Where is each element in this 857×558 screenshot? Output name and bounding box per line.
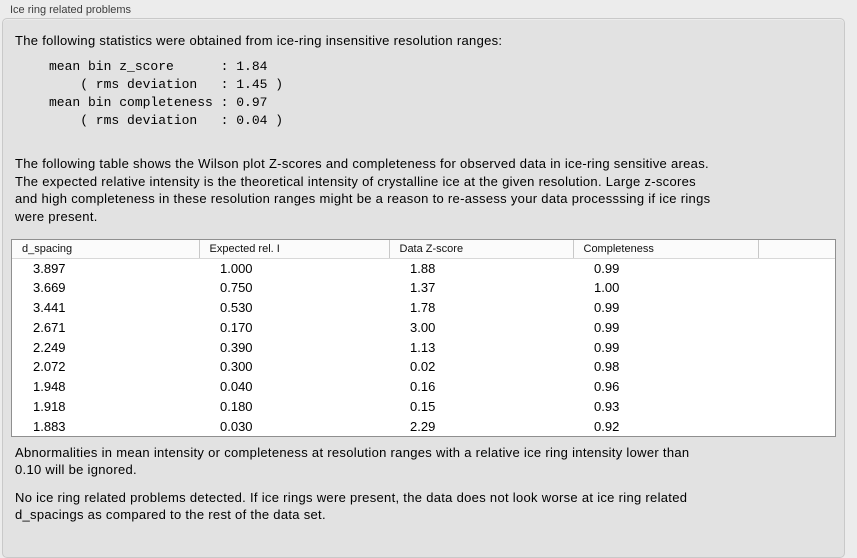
table-cell: 1.00 [594, 280, 620, 296]
table-cell: 0.02 [410, 359, 436, 375]
table-cell: 0.530 [220, 299, 253, 315]
table-cell: 0.030 [220, 418, 253, 434]
column-header-data-z-score[interactable]: Data Z-score [388, 240, 573, 259]
table-header-row: d_spacing Expected rel. I Data Z-score Comp… [12, 240, 835, 259]
table-cell [758, 258, 835, 278]
column-header-completeness[interactable]: Completeness [572, 240, 758, 259]
table-cell: 0.99 [594, 260, 620, 276]
table-cell: 1.88 [410, 260, 436, 276]
table-cell: 3.897 [33, 260, 66, 276]
table-cell: 0.99 [594, 339, 620, 355]
table-cell: 1.37 [410, 280, 436, 296]
table-cell [758, 397, 835, 417]
table-cell: 0.750 [220, 280, 253, 296]
table-cell [758, 377, 835, 397]
table-row[interactable]: 2.072 0.300 0.02 0.98 [12, 357, 835, 377]
table-row[interactable]: 2.671 0.170 3.00 0.99 [12, 317, 835, 337]
table-cell: 0.180 [220, 398, 253, 414]
table-cell: 1.948 [33, 379, 66, 395]
table-cell: 3.441 [33, 299, 66, 315]
table-cell: 2.671 [33, 319, 66, 335]
table-row[interactable]: 3.441 0.530 1.78 0.99 [12, 298, 835, 318]
table-cell [758, 317, 835, 337]
table-cell [758, 357, 835, 377]
table-cell: 3.00 [410, 319, 436, 335]
table-cell [758, 278, 835, 298]
group-title: Ice ring related problems [10, 4, 132, 16]
table-cell: 0.170 [220, 319, 253, 335]
table-row[interactable]: 1.918 0.180 0.15 0.93 [12, 397, 835, 417]
stats-intro-text: The following statistics were obtained f… [15, 33, 503, 48]
table-row[interactable]: 3.897 1.000 1.88 0.99 [12, 258, 835, 278]
ice-ring-data-table: d_spacing Expected rel. I Data Z-score Comp… [12, 240, 835, 436]
table-cell: 1.000 [220, 260, 253, 276]
table-row[interactable]: 2.249 0.390 1.13 0.99 [12, 337, 835, 357]
table-cell: 0.96 [594, 379, 620, 395]
table-description-text: The following table shows the Wilson plo… [15, 156, 711, 224]
table-row[interactable]: 1.948 0.040 0.16 0.96 [12, 377, 835, 397]
stats-block: mean bin z_score : 1.84 ( rms deviation … [49, 59, 284, 128]
table-cell: 1.883 [33, 418, 66, 434]
column-header-d-spacing[interactable]: d_spacing [12, 240, 199, 259]
table-row[interactable]: 3.669 0.750 1.37 1.00 [12, 278, 835, 298]
ice-ring-table: d_spacing Expected rel. I Data Z-score Comp… [11, 239, 836, 438]
table-cell: 2.072 [33, 359, 66, 375]
table-cell: 0.16 [410, 379, 436, 395]
ice-ring-groupbox: The following statistics were obtained f… [2, 18, 845, 558]
table-cell [758, 337, 835, 357]
table-cell: 3.669 [33, 280, 66, 296]
table-cell [758, 416, 835, 436]
table-cell: 1.78 [410, 299, 436, 315]
table-cell: 1.918 [33, 398, 66, 414]
table-cell: 0.93 [594, 398, 620, 414]
column-header-expected-rel-i[interactable]: Expected rel. I [198, 240, 389, 259]
table-cell: 0.99 [594, 299, 620, 315]
table-body: 3.897 1.000 1.88 0.99 3.669 0.750 1.37 1.00 3.44… [12, 258, 835, 436]
table-cell: 2.29 [410, 418, 436, 434]
table-cell: 0.390 [220, 339, 253, 355]
table-cell: 0.040 [220, 379, 253, 395]
table-cell: 0.98 [594, 359, 620, 375]
table-cell: 0.99 [594, 319, 620, 335]
table-cell: 0.15 [410, 398, 436, 414]
table-cell: 0.92 [594, 418, 620, 434]
table-cell: 2.249 [33, 339, 66, 355]
table-cell: 0.300 [220, 359, 253, 375]
table-cell: 1.13 [410, 339, 436, 355]
column-header-empty [757, 240, 835, 259]
conclusion-text: No ice ring related problems detected. I… [15, 490, 688, 523]
table-row[interactable]: 1.883 0.030 2.29 0.92 [12, 416, 835, 436]
table-cell [758, 298, 835, 318]
abnormalities-note-text: Abnormalities in mean intensity or compl… [15, 445, 690, 478]
